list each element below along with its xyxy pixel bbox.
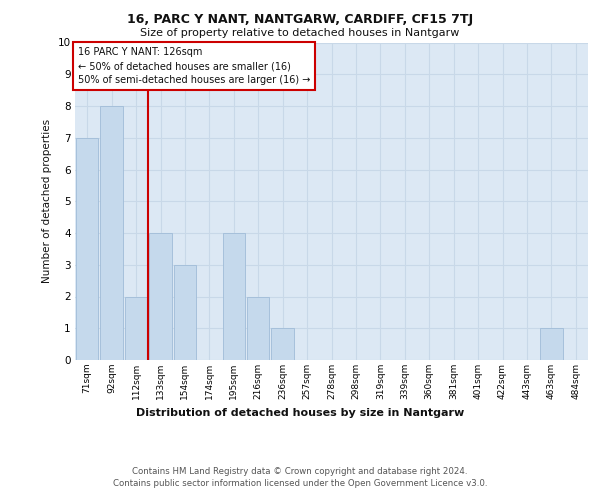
- Bar: [271, 328, 294, 360]
- Text: Contains public sector information licensed under the Open Government Licence v3: Contains public sector information licen…: [113, 479, 487, 488]
- Bar: [125, 296, 148, 360]
- Bar: [149, 233, 172, 360]
- Text: 16, PARC Y NANT, NANTGARW, CARDIFF, CF15 7TJ: 16, PARC Y NANT, NANTGARW, CARDIFF, CF15…: [127, 12, 473, 26]
- Bar: [247, 296, 269, 360]
- Bar: [173, 265, 196, 360]
- Text: Contains HM Land Registry data © Crown copyright and database right 2024.: Contains HM Land Registry data © Crown c…: [132, 468, 468, 476]
- Text: Size of property relative to detached houses in Nantgarw: Size of property relative to detached ho…: [140, 28, 460, 38]
- Bar: [76, 138, 98, 360]
- Bar: [100, 106, 123, 360]
- Text: 16 PARC Y NANT: 126sqm
← 50% of detached houses are smaller (16)
50% of semi-det: 16 PARC Y NANT: 126sqm ← 50% of detached…: [77, 48, 310, 86]
- Text: Distribution of detached houses by size in Nantgarw: Distribution of detached houses by size …: [136, 408, 464, 418]
- Y-axis label: Number of detached properties: Number of detached properties: [42, 119, 52, 284]
- Bar: [223, 233, 245, 360]
- Bar: [540, 328, 563, 360]
